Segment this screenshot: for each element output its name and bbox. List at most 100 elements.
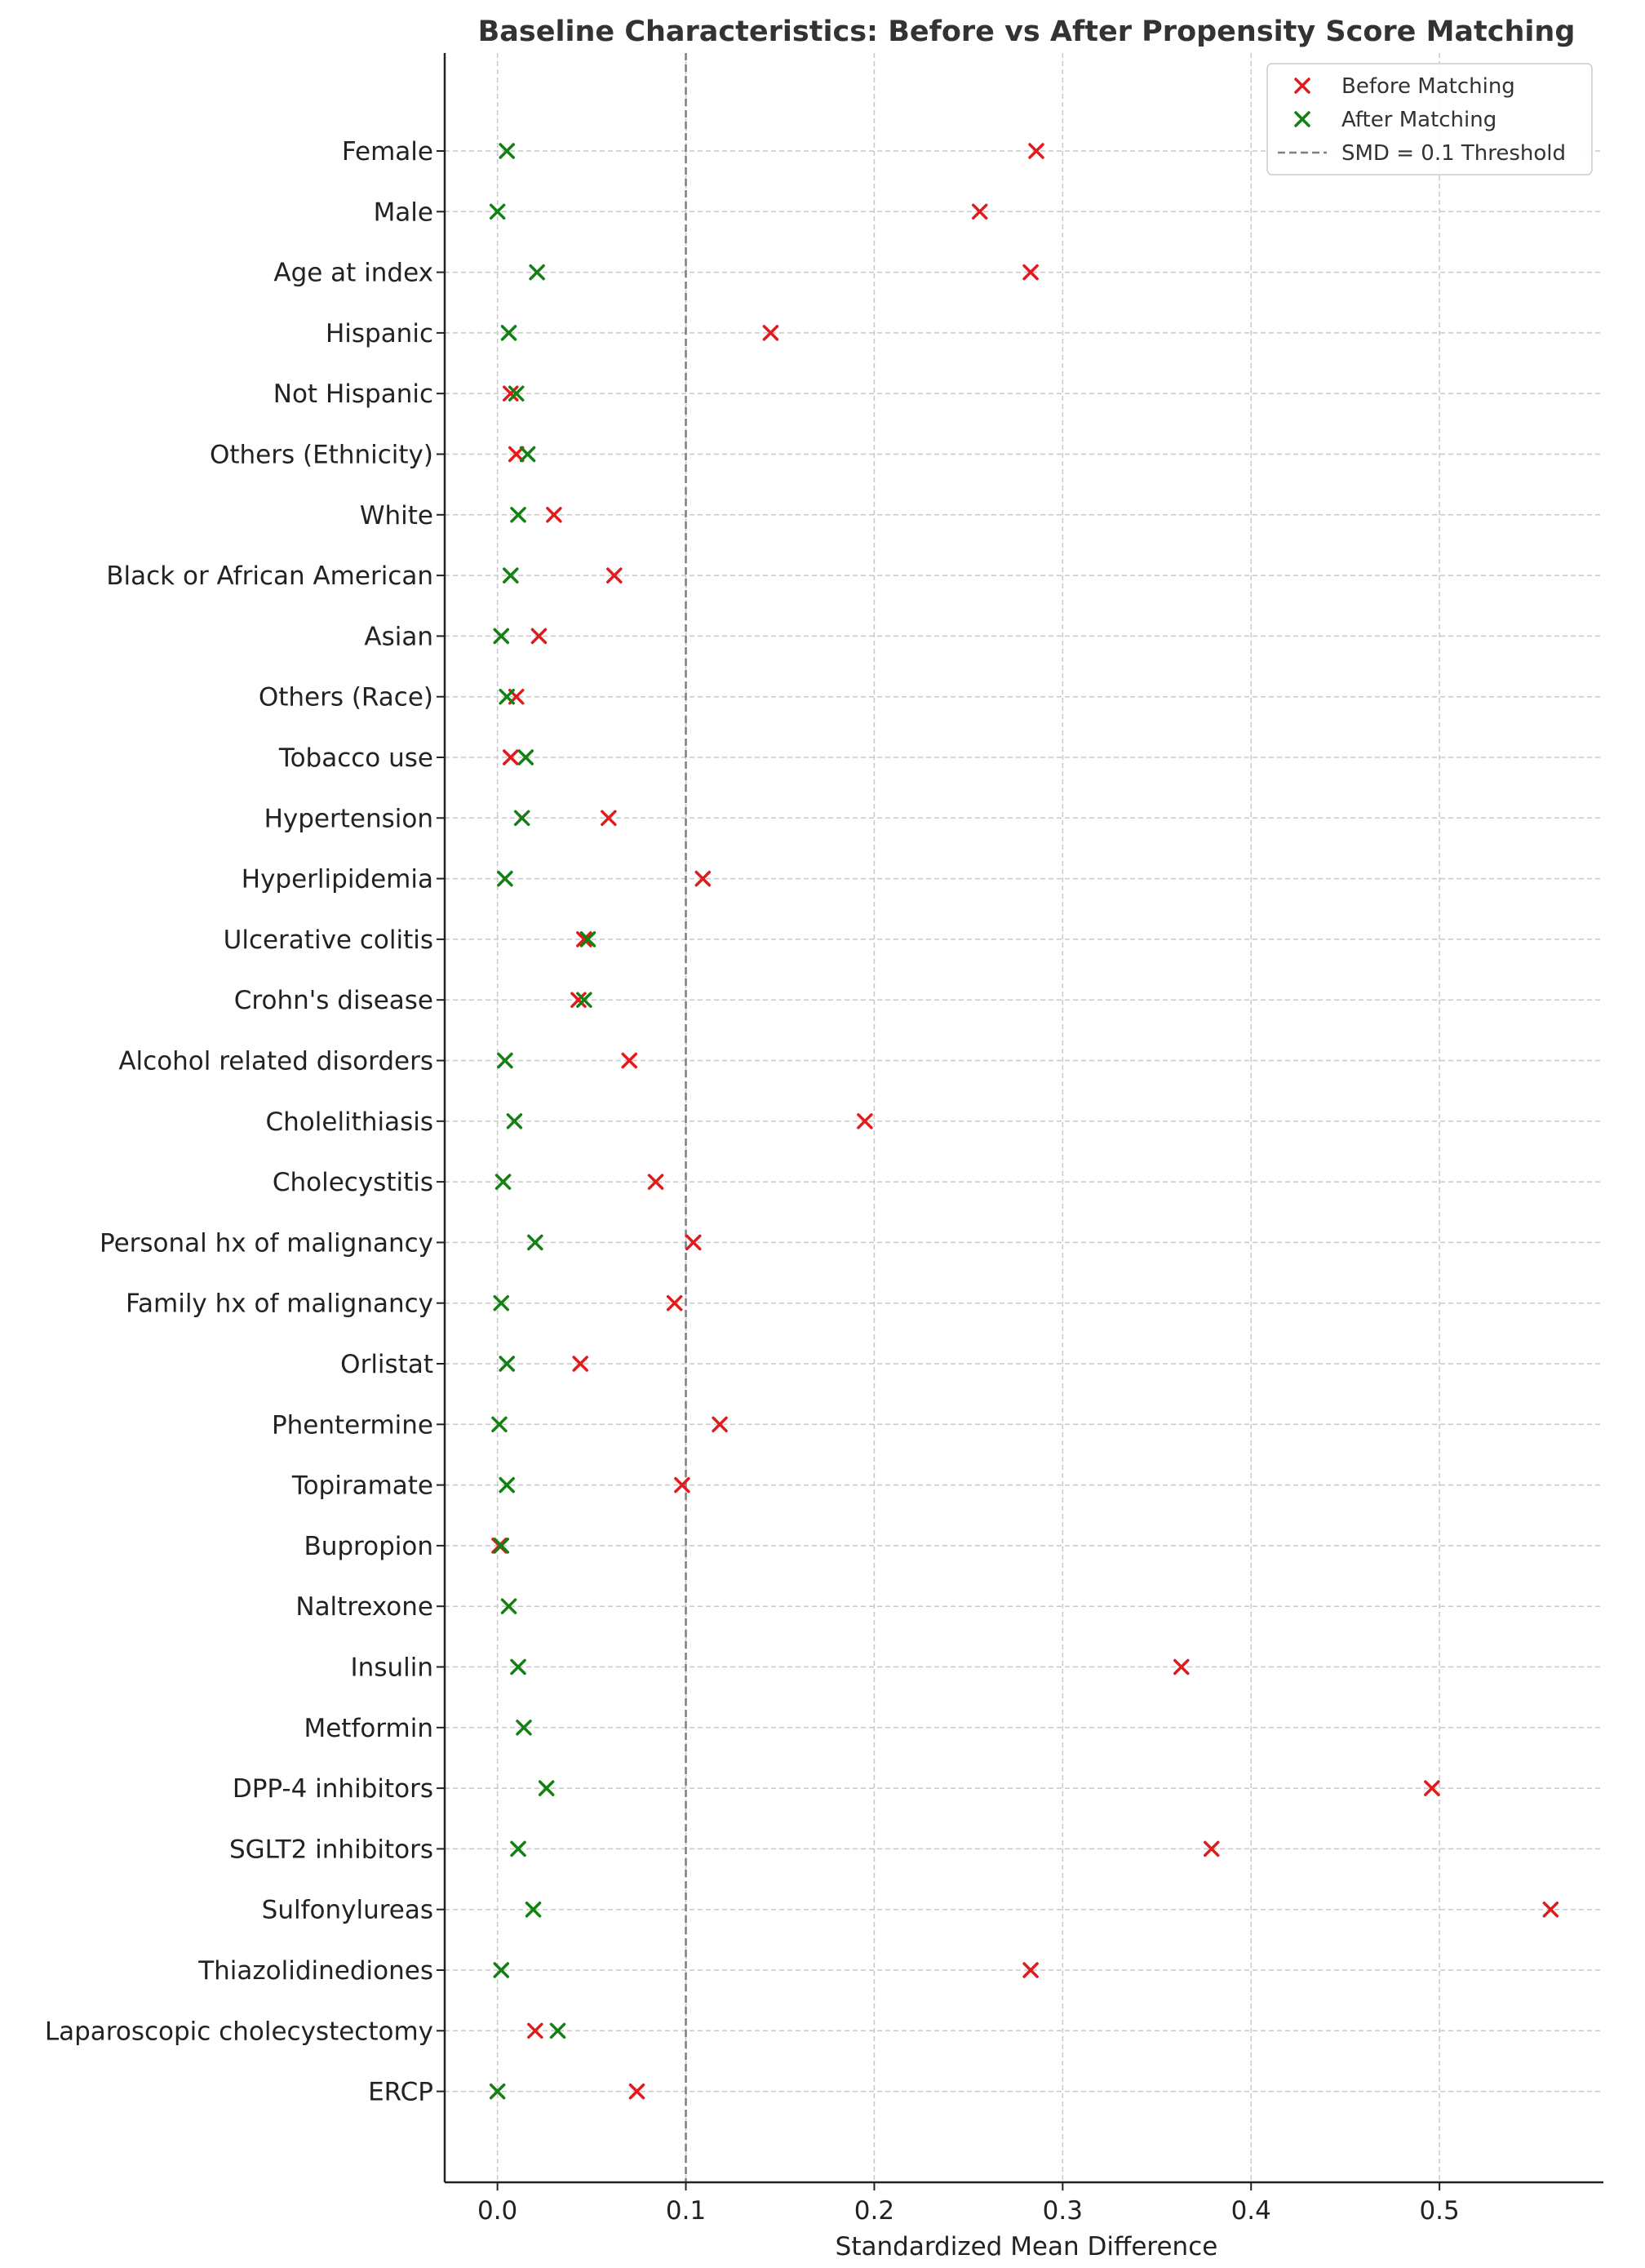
x-tick-label: 0.4 [1231, 2196, 1271, 2226]
y-tick-label: Cholelithiasis [266, 1107, 434, 1137]
marker-stroke [500, 1598, 517, 1614]
after-matching-point [513, 810, 530, 827]
y-tick-label: Hypertension [264, 804, 433, 833]
y-tick-label: Cholecystitis [273, 1168, 433, 1197]
y-tick-labels: Female Male Age at index Hispanic Not Hispan… [45, 137, 433, 2107]
after-matching-point [516, 1720, 532, 1736]
after-matching-point [489, 203, 506, 220]
after-matching-point [510, 507, 526, 523]
after-matching-point [499, 143, 515, 159]
after-matching-point [579, 931, 596, 948]
after-matching-point [493, 1538, 510, 1554]
after-matching-point [499, 688, 515, 705]
marker-stroke [666, 1294, 683, 1312]
before-matching-point [601, 810, 617, 827]
marker-stroke [674, 1476, 690, 1494]
after-matching-point [500, 325, 517, 341]
y-tick-label: Family hx of malignancy [126, 1289, 433, 1319]
after-matching-point [493, 628, 510, 645]
marker-stroke [546, 507, 562, 523]
marker-stroke [579, 931, 596, 948]
marker-stroke [621, 1052, 638, 1069]
marker-stroke [493, 1294, 510, 1312]
x-tick-label: 0.3 [1043, 2196, 1083, 2226]
marker-stroke [601, 810, 617, 827]
y-tick-label: Black or African American [106, 561, 433, 591]
data-points [489, 143, 1559, 2100]
legend-label: After Matching [1341, 108, 1496, 132]
x-tick-label: 0.2 [854, 2196, 894, 2226]
before-matching-point [503, 385, 519, 402]
y-tick-label: SGLT2 inhibitors [229, 1835, 433, 1864]
marker-stroke [1022, 264, 1039, 281]
after-matching-point [499, 1356, 515, 1372]
y-tick-label: Sulfonylureas [262, 1896, 433, 1925]
axes [437, 53, 1603, 2190]
marker-stroke [508, 385, 525, 402]
marker-stroke [493, 1538, 510, 1554]
before-matching-point [1022, 1962, 1039, 1978]
marker-stroke [628, 2083, 645, 2100]
marker-stroke [685, 1234, 702, 1251]
chart-title: Baseline Characteristics: Before vs Afte… [478, 16, 1576, 48]
marker-stroke [503, 567, 519, 584]
before-matching-point [674, 1476, 690, 1494]
before-matching-point [857, 1113, 873, 1130]
marker-stroke [538, 1780, 555, 1796]
after-matching-point [503, 567, 519, 584]
marker-stroke [576, 931, 592, 948]
marker-stroke [971, 203, 988, 220]
marker-stroke [499, 688, 515, 705]
marker-stroke [576, 992, 592, 1008]
after-matching-point [491, 1416, 508, 1433]
marker-stroke [494, 1174, 512, 1190]
marker-stroke [510, 507, 526, 523]
before-matching-point [628, 2083, 645, 2100]
marker-stroke [712, 1416, 728, 1433]
marker-stroke [694, 870, 712, 887]
after-matching-point [538, 1780, 555, 1796]
marker-stroke [499, 1356, 515, 1372]
y-tick-label: Others (Ethnicity) [210, 441, 433, 470]
marker-stroke [510, 1658, 526, 1675]
marker-stroke [506, 1113, 523, 1130]
marker-stroke [500, 325, 517, 341]
legend-box [1266, 63, 1593, 175]
y-tick-label: Thiazolidinediones [197, 1956, 433, 1986]
marker-stroke [857, 1113, 873, 1130]
before-matching-point [1424, 1780, 1440, 1796]
y-tick-label: Hispanic [326, 319, 433, 348]
marker-stroke [1542, 1901, 1559, 1918]
after-matching-point [497, 1052, 513, 1069]
marker-stroke [508, 446, 525, 463]
y-tick-label: Not Hispanic [273, 379, 433, 409]
before-matching-point [503, 749, 519, 766]
y-tick-label: Male [374, 198, 433, 227]
after-matching-point [499, 1476, 515, 1494]
marker-stroke [1424, 1780, 1440, 1796]
before-matching-point [606, 567, 623, 584]
after-matching-point [517, 749, 534, 766]
before-matching-point [971, 203, 988, 220]
before-matching-point [1173, 1658, 1190, 1675]
after-matching-point [549, 2022, 566, 2039]
before-matching-point [1203, 1840, 1220, 1857]
marker-stroke [549, 2022, 566, 2039]
marker-stroke [1203, 1840, 1220, 1857]
before-matching-point [546, 507, 562, 523]
marker-stroke [497, 1052, 513, 1069]
marker-stroke [1173, 1658, 1190, 1675]
marker-stroke [527, 2022, 543, 2039]
y-tick-label: ERCP [368, 2078, 433, 2107]
y-tick-label: Hyperlipidemia [242, 865, 433, 894]
before-matching-point [694, 870, 712, 887]
before-matching-point [527, 2022, 543, 2039]
marker-stroke [762, 325, 779, 341]
marker-stroke [489, 2083, 506, 2100]
y-tick-label: Naltrexone [295, 1592, 433, 1622]
y-tick-label: Others (Race) [259, 683, 433, 712]
after-matching-point [529, 264, 545, 281]
marker-stroke [516, 1720, 532, 1736]
marker-stroke [647, 1174, 664, 1190]
